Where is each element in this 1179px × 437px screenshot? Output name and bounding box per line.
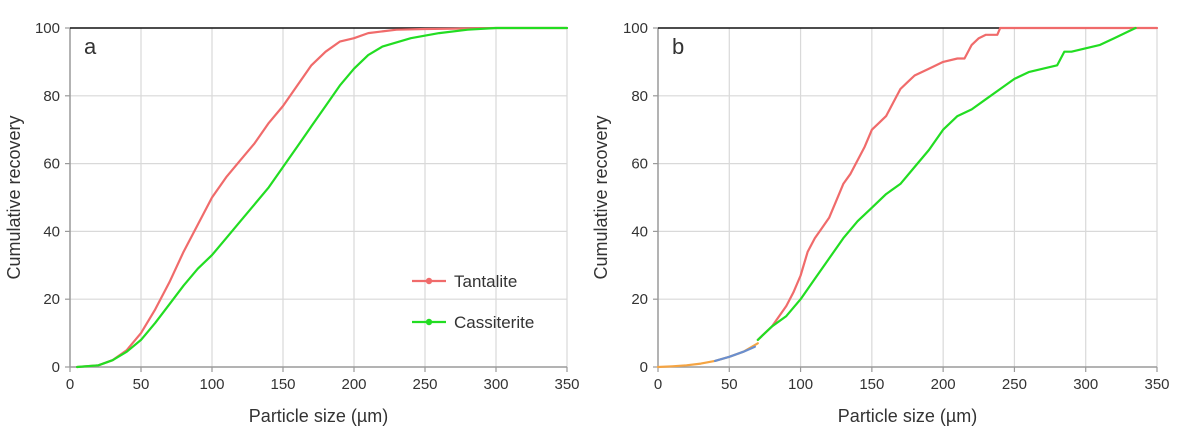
y-tick-label: 20	[43, 291, 60, 308]
y-tick-label: 0	[52, 359, 60, 376]
x-tick-label: 200	[931, 376, 956, 393]
y-tick-label: 40	[631, 223, 648, 240]
x-tick-label: 100	[788, 376, 813, 393]
chart-panel-a: 0 50 100 150 200 250 300 350 0 20 40 60 80 100 Particl…	[4, 20, 580, 426]
x-tick-label: 50	[721, 376, 738, 393]
y-axis-label: Cumulative recovery	[591, 115, 611, 279]
x-tick-label: 0	[66, 376, 74, 393]
series-line-tantalite	[75, 26, 569, 369]
y-tick-label: 60	[631, 156, 648, 173]
x-tick-label: 200	[341, 376, 366, 393]
x-tick-label: 0	[654, 376, 662, 393]
y-axis-label: Cumulative recovery	[4, 115, 24, 279]
y-tick-label: 80	[43, 88, 60, 105]
series-line-cassiterite	[75, 26, 569, 369]
legend-label-cassiterite: Cassiterite	[454, 313, 534, 332]
x-tick-label: 150	[859, 376, 884, 393]
chart-panel-b: 0 50 100 150 200 250 300 350 0 20 40 60 80 100 Particl…	[591, 20, 1170, 426]
y-tick-label: 20	[631, 291, 648, 308]
panel-letter: b	[672, 34, 684, 59]
x-tick-label: 250	[1002, 376, 1027, 393]
x-tick-label: 300	[483, 376, 508, 393]
x-tick-label: 350	[554, 376, 579, 393]
plot-area	[658, 28, 1157, 367]
x-tick-label: 50	[133, 376, 150, 393]
x-tick-label: 300	[1073, 376, 1098, 393]
y-tick-label: 100	[35, 20, 60, 37]
x-axis-label: Particle size (µm)	[249, 406, 388, 426]
series-line-series-2	[713, 345, 757, 362]
y-tick-label: 40	[43, 223, 60, 240]
y-tick-label: 0	[640, 359, 648, 376]
x-tick-label: 250	[412, 376, 437, 393]
legend-label-tantalite: Tantalite	[454, 272, 517, 291]
y-tick-label: 80	[631, 88, 648, 105]
series-line-series-4	[756, 26, 1137, 341]
x-axis-label: Particle size (µm)	[838, 406, 977, 426]
series-line-series-3	[756, 26, 1159, 341]
y-tick-label: 100	[623, 20, 648, 37]
x-tick-label: 350	[1144, 376, 1169, 393]
plot-area	[70, 28, 567, 367]
y-tick-label: 60	[43, 156, 60, 173]
legend-marker-cassiterite	[425, 318, 433, 326]
panel-letter: a	[84, 34, 97, 59]
legend-marker-tantalite	[425, 277, 433, 285]
x-tick-label: 150	[270, 376, 295, 393]
x-tick-label: 100	[199, 376, 224, 393]
